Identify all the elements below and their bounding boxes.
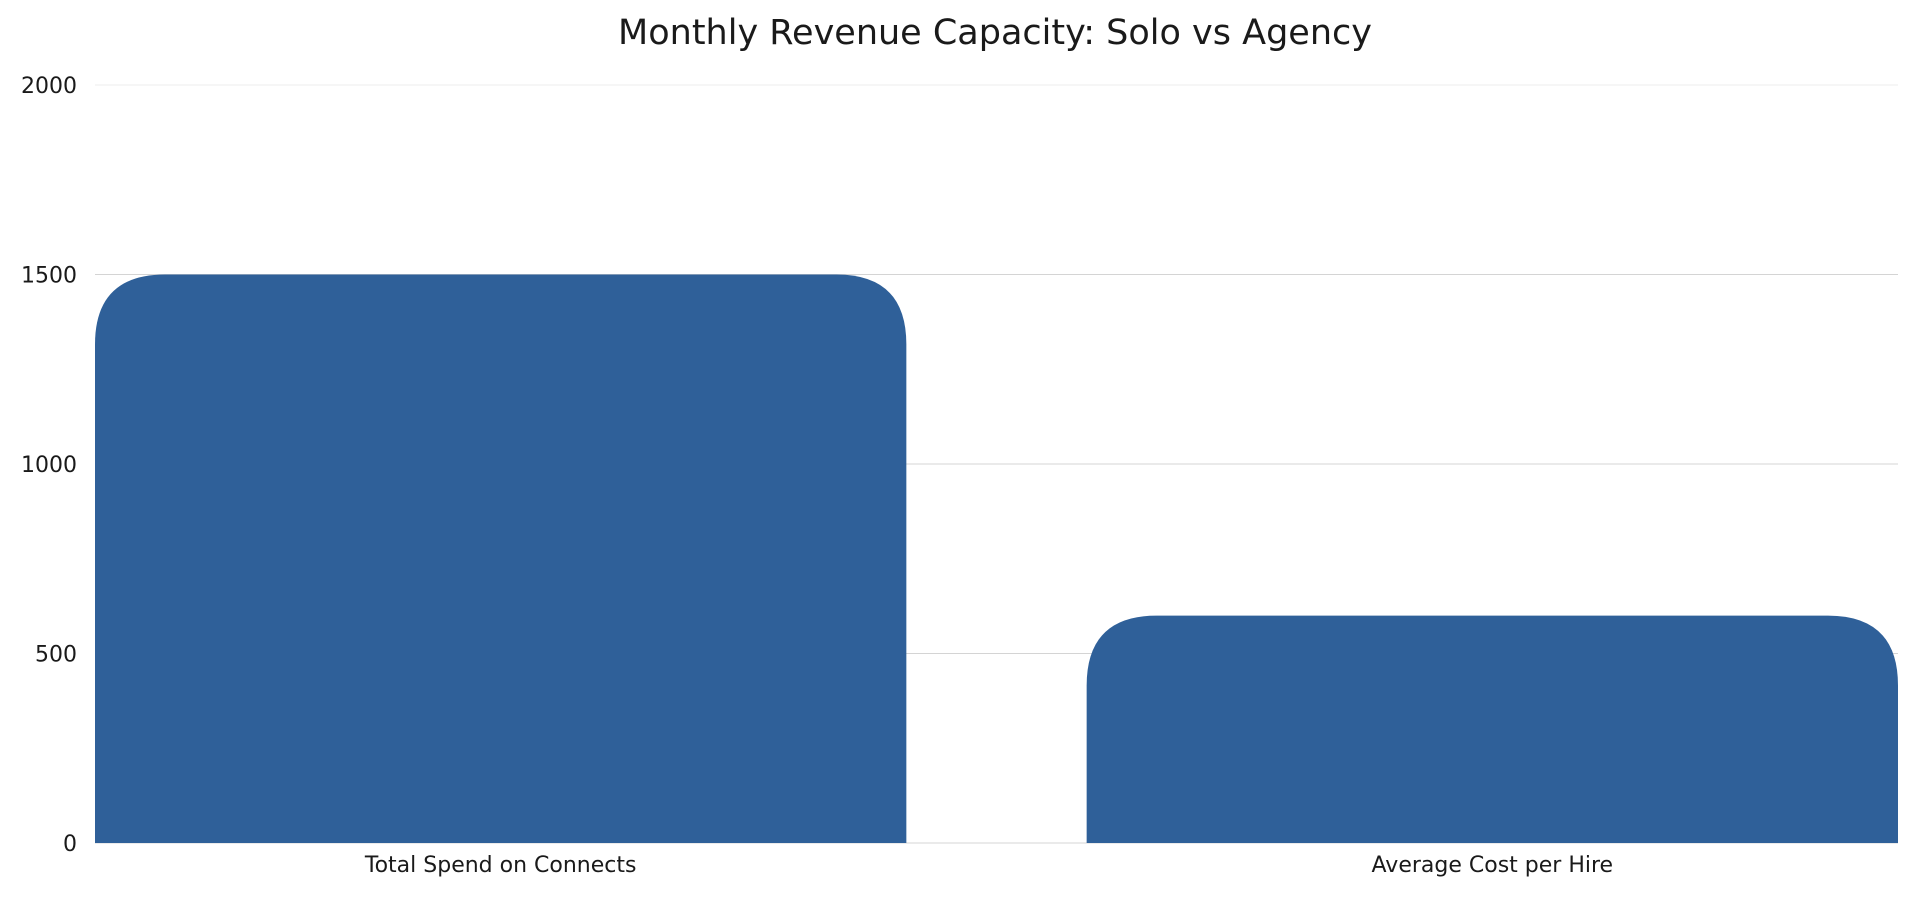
y-tick-label: 2000 <box>21 74 77 99</box>
bars <box>95 274 1898 843</box>
y-tick-label: 1000 <box>21 453 77 478</box>
x-category-label: Total Spend on Connects <box>364 853 637 878</box>
y-tick-label: 0 <box>63 832 77 857</box>
bar-1 <box>1086 615 1898 843</box>
x-axis-labels: Total Spend on Connects Average Cost per … <box>364 853 1613 878</box>
y-tick-label: 1500 <box>21 264 77 289</box>
y-tick-label: 500 <box>35 643 77 668</box>
x-category-label: Average Cost per Hire <box>1372 853 1614 878</box>
y-axis-ticks: 0 500 1000 1500 2000 <box>21 74 77 857</box>
chart-title: Monthly Revenue Capacity: Solo vs Agency <box>618 13 1372 53</box>
bar-0 <box>95 274 907 843</box>
